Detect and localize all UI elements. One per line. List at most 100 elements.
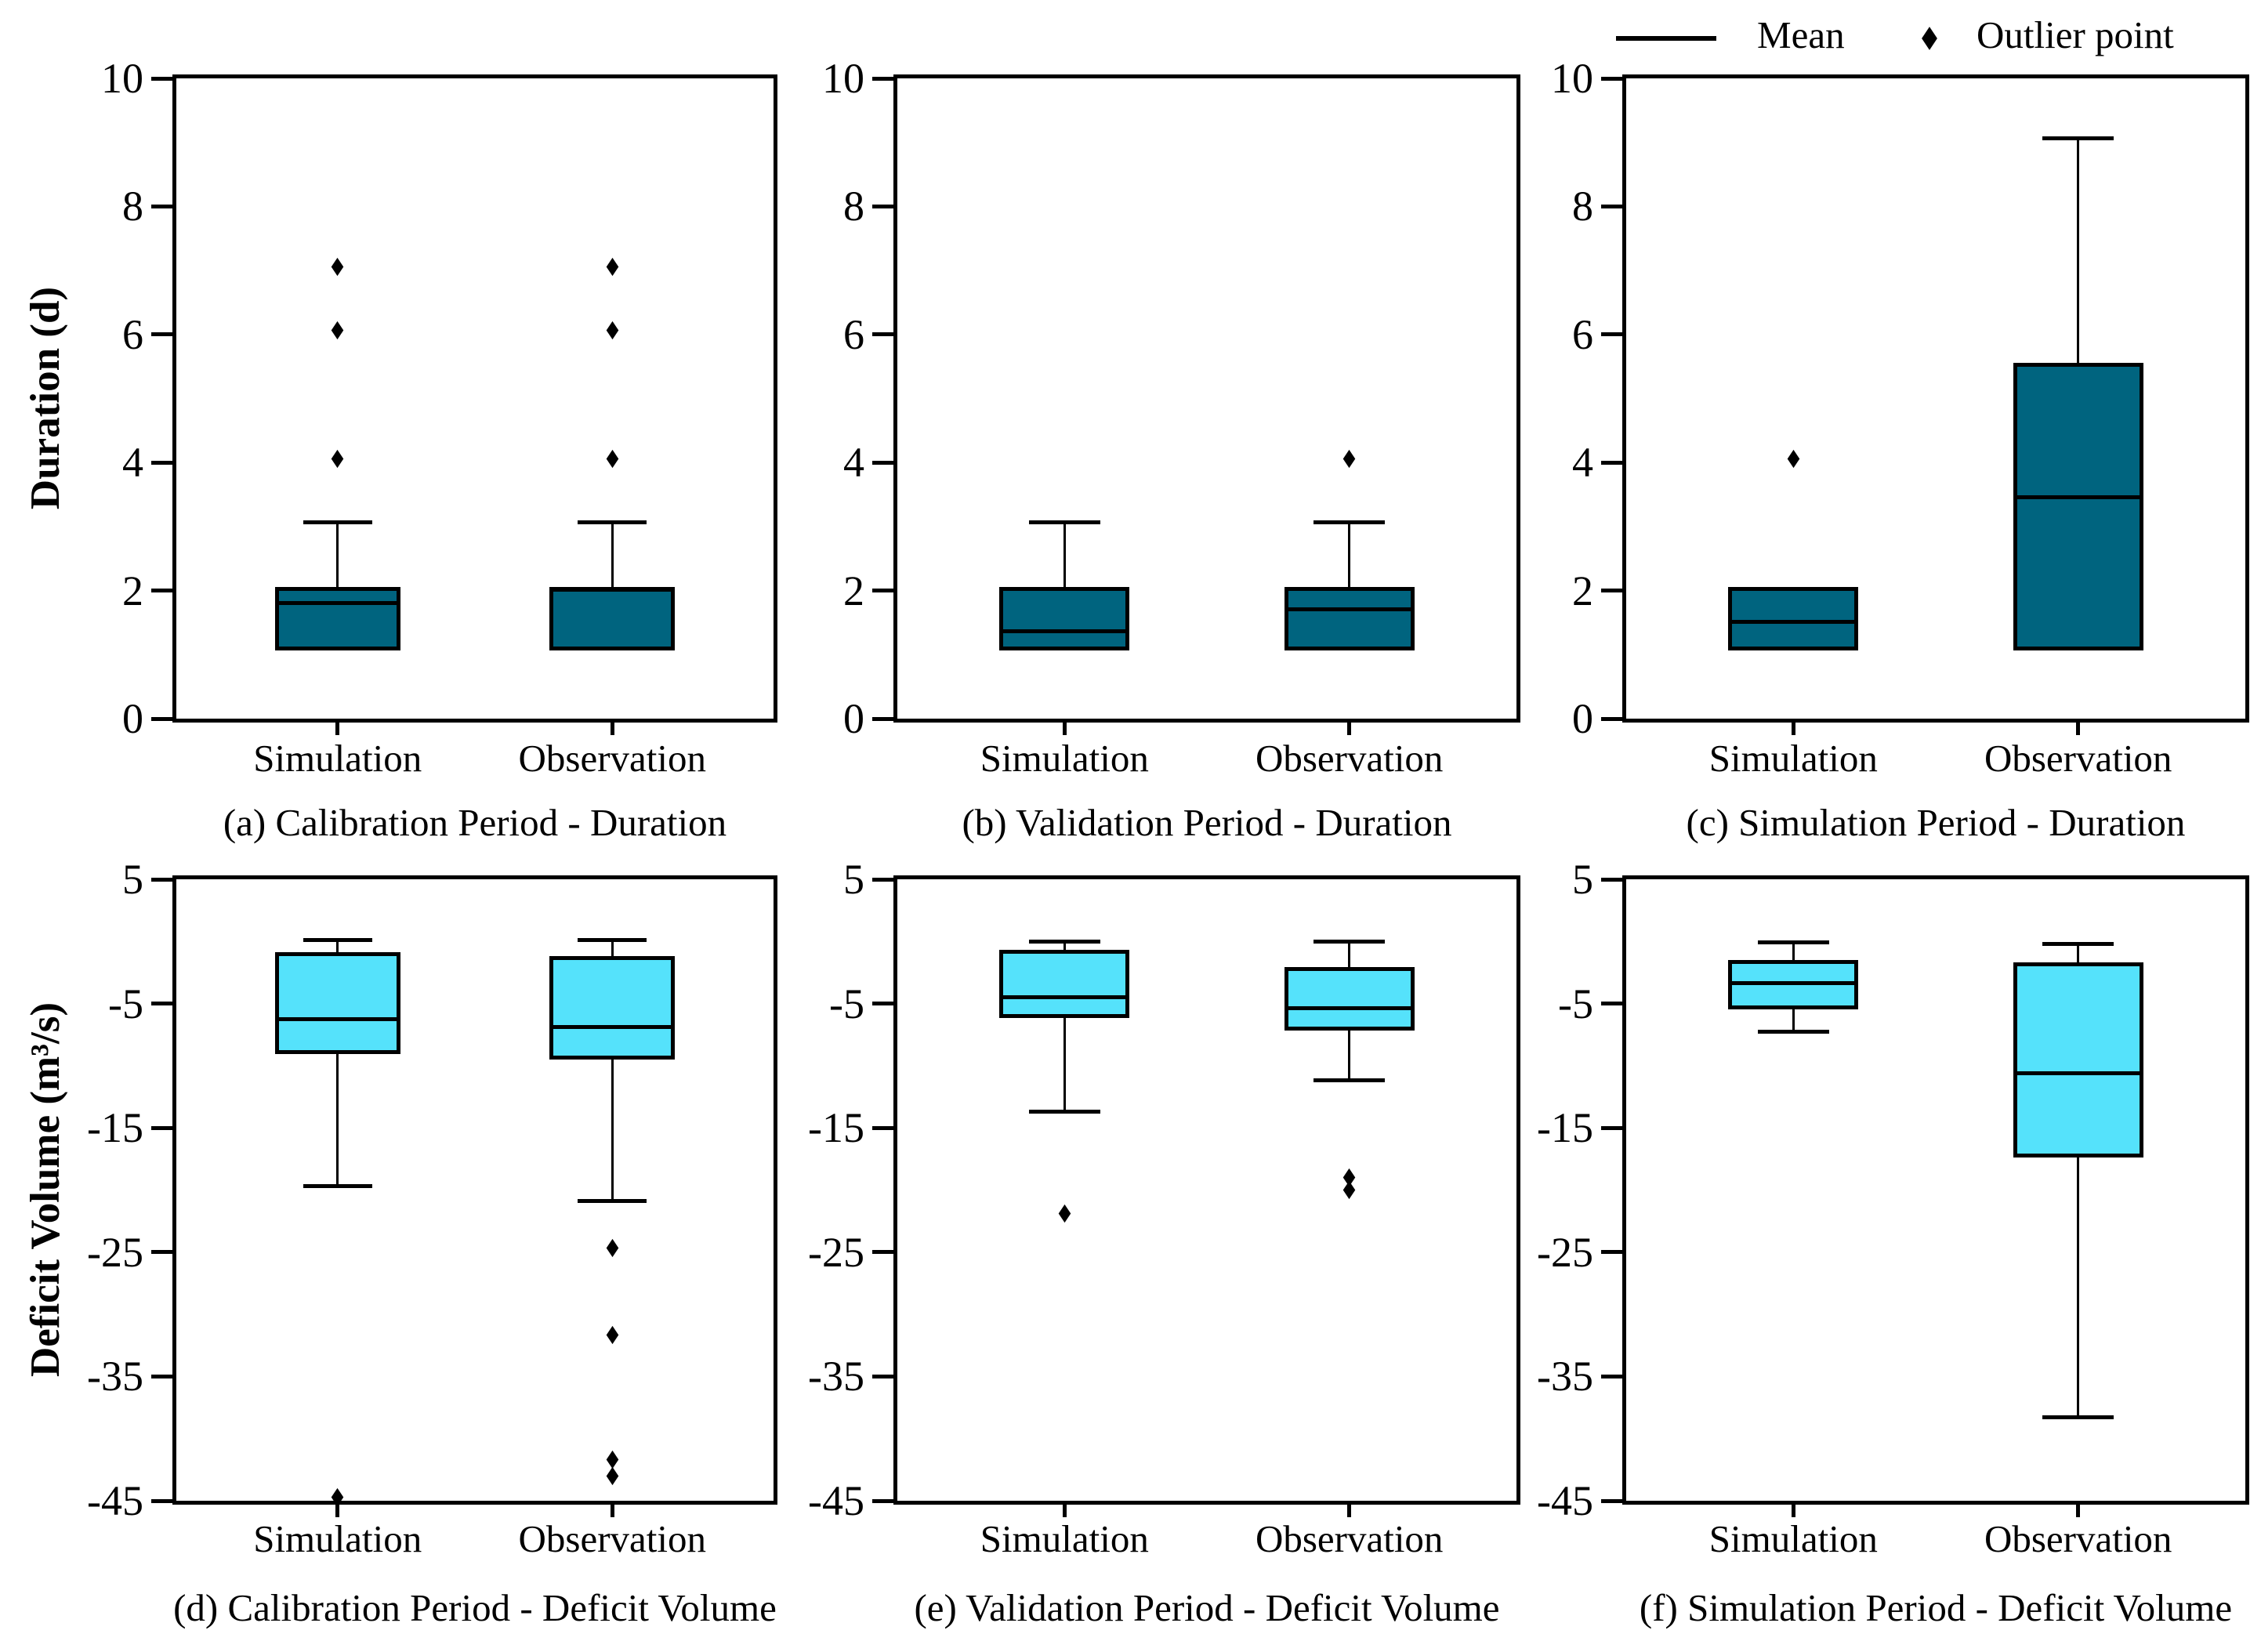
y-tick-label: -35 <box>1537 1353 1593 1400</box>
x-tick <box>335 1505 340 1517</box>
y-tick-label: 5 <box>122 856 143 903</box>
mean-line <box>1728 620 1859 625</box>
y-tick <box>151 1498 172 1503</box>
outlier-diamond <box>1342 1180 1356 1199</box>
box-observation <box>2013 962 2143 1158</box>
y-tick <box>151 76 172 81</box>
whisker-stem <box>1063 941 1066 951</box>
category-label-observation: Observation <box>518 737 707 780</box>
outlier-diamond <box>331 321 344 340</box>
outlier-diamond <box>331 449 344 468</box>
y-tick <box>151 1250 172 1255</box>
y-tick-label: -15 <box>808 1104 864 1152</box>
whisker-cap <box>1757 940 1829 945</box>
mean-line <box>999 994 1130 999</box>
mean-line <box>999 629 1130 634</box>
x-tick <box>2076 723 2081 735</box>
box-simulation <box>1728 586 1859 651</box>
whisker-stem <box>2077 138 2080 363</box>
whisker-cap <box>303 520 372 525</box>
whisker-cap <box>1313 939 1386 944</box>
y-tick-label: 4 <box>122 439 143 487</box>
mean-line <box>2013 1071 2143 1075</box>
whisker-cap <box>578 1199 647 1204</box>
y-tick-label: 6 <box>1572 310 1593 358</box>
mean-line <box>549 1024 676 1029</box>
whisker-stem <box>1792 942 1795 960</box>
y-tick <box>1601 332 1622 337</box>
whisker-stem <box>611 1059 614 1201</box>
y-tick-label: -15 <box>1537 1104 1593 1152</box>
subplot-caption-d: (d) Calibration Period - Deficit Volume <box>173 1586 777 1629</box>
outlier-diamond <box>331 1487 344 1501</box>
legend-outlier-label: Outlier point <box>1977 13 2174 56</box>
whisker-stem <box>1063 1018 1066 1112</box>
whisker-cap <box>1028 939 1100 944</box>
mean-line <box>1284 607 1415 611</box>
whisker-stem <box>1348 1031 1351 1081</box>
whisker-cap <box>2042 1415 2114 1419</box>
whisker-stem <box>336 940 339 953</box>
box-observation <box>1284 586 1415 651</box>
whisker-stem <box>2077 1157 2080 1418</box>
y-tick <box>872 1250 893 1255</box>
y-tick <box>1601 76 1622 81</box>
whisker-stem <box>1792 1009 1795 1032</box>
y-tick-label: 2 <box>1572 567 1593 614</box>
y-tick-label: -25 <box>87 1228 143 1276</box>
y-tick <box>151 589 172 593</box>
whisker-cap <box>1757 1030 1829 1034</box>
category-label-simulation: Simulation <box>253 737 422 780</box>
whisker-cap <box>1028 520 1100 525</box>
y-tick-label: 10 <box>1551 55 1593 102</box>
whisker-stem <box>611 940 614 957</box>
y-tick <box>151 1002 172 1006</box>
y-tick <box>872 332 893 337</box>
y-tick-label: 2 <box>843 567 864 614</box>
box-observation <box>2013 362 2143 651</box>
whisker-cap <box>303 1184 372 1188</box>
x-tick <box>1791 723 1795 735</box>
y-axis-label: Duration (d) <box>23 286 68 510</box>
outlier-diamond-legend-icon <box>1922 27 1937 50</box>
category-label-simulation: Simulation <box>253 1517 422 1560</box>
y-tick-label: 4 <box>843 439 864 487</box>
y-tick <box>1601 1374 1622 1378</box>
subplot-caption-f: (f) Simulation Period - Deficit Volume <box>1639 1586 2233 1629</box>
y-tick <box>1601 716 1622 721</box>
mean-line <box>549 588 676 592</box>
y-tick <box>872 204 893 208</box>
y-tick <box>1601 460 1622 465</box>
mean-line <box>1284 1006 1415 1011</box>
x-tick <box>335 723 340 735</box>
y-tick <box>1601 877 1622 882</box>
category-label-observation: Observation <box>1255 737 1444 780</box>
y-tick-label: -45 <box>808 1477 864 1524</box>
y-tick <box>872 716 893 721</box>
y-tick-label: 0 <box>122 695 143 742</box>
whisker-stem <box>1348 522 1351 587</box>
whisker-cap <box>2042 136 2114 141</box>
mean-line <box>2013 495 2143 499</box>
y-tick <box>872 877 893 882</box>
legend-mean-label: Mean <box>1757 13 1845 56</box>
category-label-observation: Observation <box>1984 1517 2172 1560</box>
whisker-cap <box>578 520 647 525</box>
mean-line <box>274 1017 400 1022</box>
box-simulation <box>274 586 400 651</box>
y-tick-label: 10 <box>101 55 143 102</box>
y-tick-label: 6 <box>843 310 864 358</box>
y-tick-label: 8 <box>1572 183 1593 230</box>
subplot-d-plot-area <box>172 875 777 1505</box>
y-tick <box>1601 1002 1622 1006</box>
y-axis-label: Deficit Volume (m³/s) <box>23 1002 68 1378</box>
whisker-stem <box>2077 944 2080 962</box>
y-tick-label: -35 <box>87 1353 143 1400</box>
mean-line-legend-icon <box>1616 36 1716 41</box>
y-tick-label: 6 <box>122 310 143 358</box>
whisker-stem <box>336 1054 339 1186</box>
y-tick-label: -45 <box>1537 1477 1593 1524</box>
subplot-e-plot-area <box>893 875 1520 1505</box>
y-tick-label: -5 <box>829 980 864 1027</box>
category-label-simulation: Simulation <box>1708 1517 1878 1560</box>
